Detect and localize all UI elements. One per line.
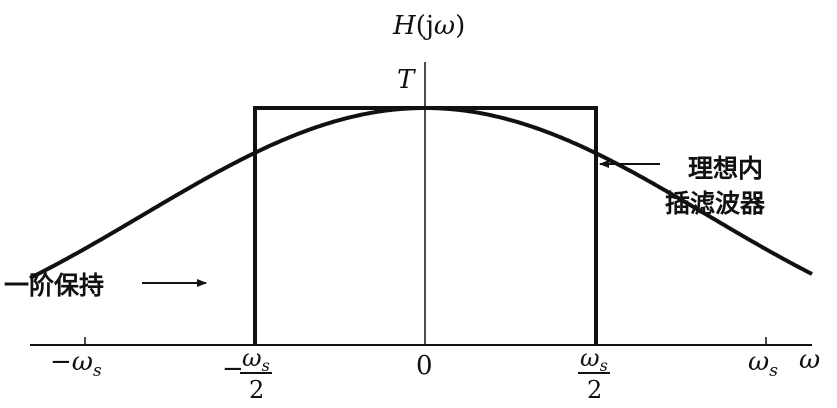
first-order-hold-curve <box>29 106 813 280</box>
tick-label-pos-ws-half: ωs 2 <box>578 344 610 404</box>
y-axis-label: H(jω) <box>392 11 465 41</box>
ideal-filter-label-line2: 插滤波器 <box>665 189 766 218</box>
svg-text:ωs: ωs <box>580 344 608 375</box>
svg-text:2: 2 <box>249 376 264 404</box>
tick-label-pos-ws: ωs <box>748 347 778 381</box>
svg-text:2: 2 <box>587 376 602 404</box>
zoh-label: 一阶保持 <box>4 271 104 300</box>
tick-label-neg-ws-half: − ωs 2 <box>222 344 272 404</box>
ideal-filter-label-line1: 理想内 <box>688 154 763 183</box>
peak-label: T <box>397 65 416 95</box>
svg-text:ωs: ωs <box>242 344 270 375</box>
svg-text:−: − <box>222 354 244 384</box>
tick-label-neg-ws: −ωs <box>50 347 102 381</box>
x-axis-label: ω <box>799 345 820 375</box>
tick-label-zero: 0 <box>416 351 433 381</box>
